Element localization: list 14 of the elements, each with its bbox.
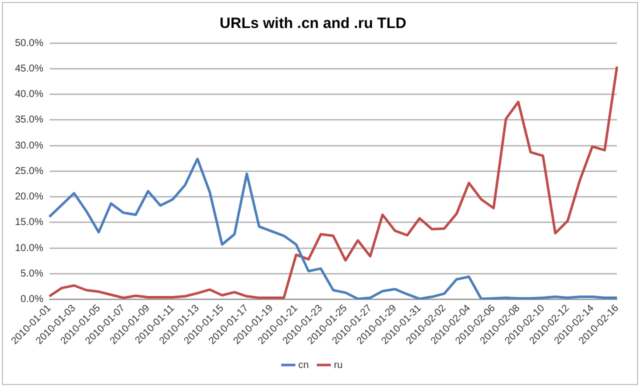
y-tick-label: 45.0% — [14, 63, 44, 74]
y-tick-label: 30.0% — [14, 140, 44, 152]
y-tick-label: 20.0% — [14, 192, 44, 203]
y-tick-label: 40.0% — [14, 89, 44, 100]
legend-label: ru — [334, 360, 343, 371]
legend-label: cn — [298, 360, 309, 371]
y-tick-label: 25.0% — [14, 166, 44, 177]
y-tick-label: 0.0% — [20, 294, 44, 306]
y-tick-label: 35.0% — [14, 114, 44, 126]
y-tick-label: 10.0% — [14, 242, 44, 254]
y-tick-label: 5.0% — [20, 268, 44, 280]
chart-title: URLs with .cn and .ru TLD — [220, 15, 406, 32]
y-tick-label: 50.0% — [14, 38, 44, 49]
y-tick-label: 15.0% — [14, 217, 44, 228]
